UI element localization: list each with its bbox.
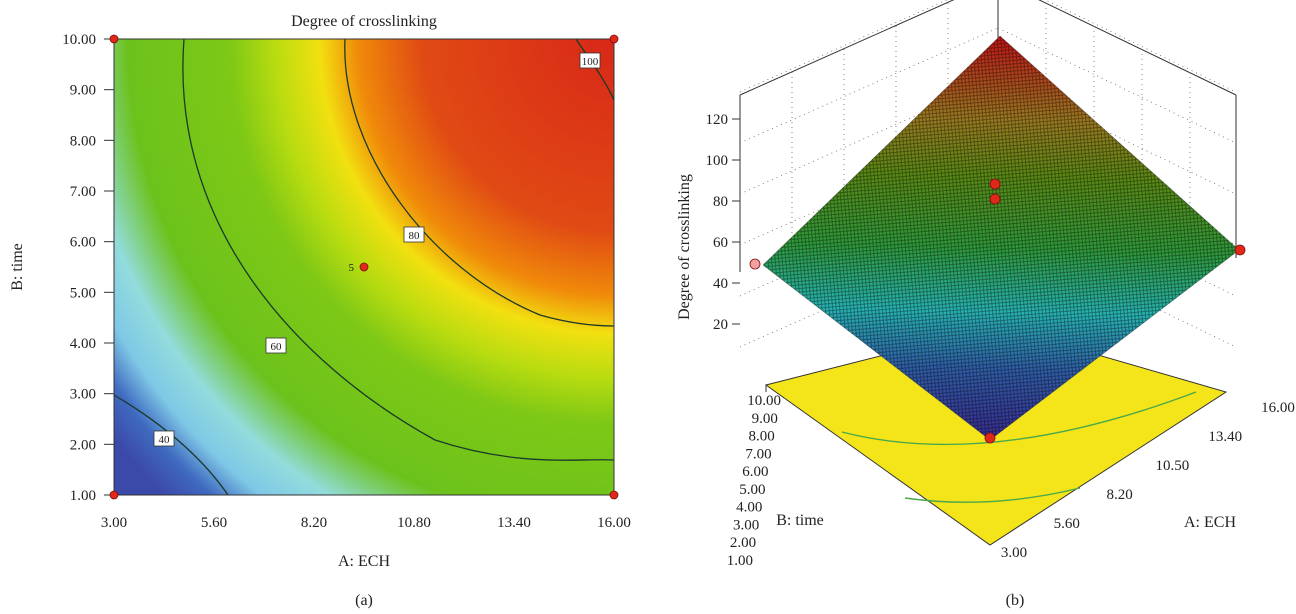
- design-point: [609, 490, 619, 500]
- surface-y-tick-label: 3.00: [733, 517, 759, 533]
- surface-x-tick-label: 5.60: [1054, 516, 1080, 532]
- surface-x-tick-label: 3.00: [1001, 545, 1027, 561]
- surface-design-point: [749, 258, 761, 270]
- y-tick-label: 1.00: [70, 488, 96, 504]
- contour-frame: [113, 38, 615, 496]
- panel-label-a: (a): [355, 592, 373, 609]
- surface-x-tick-label: 8.20: [1106, 487, 1132, 503]
- y-tick-label: 5.00: [70, 285, 96, 301]
- panel-label-b: (b): [1006, 592, 1025, 609]
- contour-label: 80: [403, 226, 425, 243]
- svg-text:80: 80: [409, 230, 421, 242]
- x-tick-label: 8.20: [301, 515, 327, 531]
- contour-lines: [114, 39, 614, 495]
- surface-design-points: [749, 178, 1246, 444]
- z-tick-label: 60: [713, 235, 728, 251]
- z-tick-label: 40: [713, 276, 728, 292]
- contour-title: Degree of crosslinking: [291, 13, 437, 30]
- y-tick-label: 8.00: [70, 133, 96, 149]
- y-tick-label: 6.00: [70, 235, 96, 251]
- z-tick-label: 120: [706, 112, 729, 128]
- contour-line: [114, 394, 229, 495]
- surface-y-tick-label: 8.00: [749, 429, 775, 445]
- surface-xlabel: A: ECH: [1184, 514, 1236, 531]
- surface-design-point: [989, 193, 1001, 205]
- surface-zlabel: Degree of crosslinking: [676, 174, 693, 320]
- surface-x-tick-label: 10.50: [1156, 458, 1190, 474]
- design-point: [609, 34, 619, 44]
- contour-label: 100: [579, 52, 601, 69]
- svg-text:100: 100: [582, 56, 599, 68]
- surface-design-point: [1234, 244, 1246, 256]
- contour-ylabel: B: time: [9, 243, 26, 291]
- design-point: [109, 34, 119, 44]
- surface-z-ticks: 20 40 60 80 100 120: [706, 112, 740, 333]
- surface-y-tick-label: 6.00: [742, 464, 768, 480]
- surface-y-ticks: 1.00 2.00 3.004.00 5.00 6.00 7.008.00 9.00 10.0…: [727, 393, 781, 569]
- surface-y-tick-label: 4.00: [736, 500, 762, 516]
- contour-line: [182, 39, 614, 461]
- contour-label: 60: [265, 337, 287, 354]
- x-tick-label: 5.60: [201, 515, 227, 531]
- contour-design-points: 5: [109, 34, 619, 500]
- contour-xlabel: A: ECH: [338, 553, 390, 570]
- x-tick-label: 3.00: [101, 515, 127, 531]
- z-tick-label: 80: [713, 194, 728, 210]
- z-tick-label: 20: [713, 317, 728, 333]
- y-tick-label: 7.00: [70, 184, 96, 200]
- contour-panel: Degree of crosslinking 40 60 80 100 3.00 5.6…: [9, 13, 631, 609]
- surface-y-tick-label: 7.00: [745, 446, 771, 462]
- y-tick-label: 3.00: [70, 387, 96, 403]
- design-point: [359, 262, 369, 272]
- floor-contour-1: [841, 391, 1197, 446]
- contour-label: 40: [153, 430, 175, 447]
- surface-y-tick-label: 2.00: [730, 535, 756, 551]
- contour-line: [344, 39, 614, 327]
- design-point: [109, 490, 119, 500]
- x-tick-label: 10.80: [397, 515, 431, 531]
- surface-x-tick-label: 13.40: [1208, 429, 1242, 445]
- y-tick-label: 2.00: [70, 437, 96, 453]
- contour-labels: 40 60 80 100: [153, 52, 601, 447]
- contour-y-ticks: 1.00 2.00 3.00 4.00 5.00 6.00 7.00 8.00 9.00 10.0…: [62, 32, 114, 504]
- y-tick-label: 9.00: [70, 83, 96, 99]
- surface-y-tick-label: 5.00: [739, 482, 765, 498]
- svg-text:40: 40: [159, 434, 171, 446]
- y-tick-label: 10.00: [62, 32, 96, 48]
- x-tick-label: 13.40: [497, 515, 531, 531]
- surface-ylabel: B: time: [776, 512, 824, 529]
- center-point-label: 5: [349, 262, 355, 274]
- z-tick-label: 100: [706, 153, 729, 169]
- surface-y-tick-label: 10.00: [747, 393, 781, 409]
- surface-design-point: [984, 432, 996, 444]
- y-tick-label: 4.00: [70, 336, 96, 352]
- contour-line: [575, 39, 614, 101]
- surface-y-tick-label: 1.00: [727, 553, 753, 569]
- surface-y-tick-label: 9.00: [752, 411, 778, 427]
- surface-design-point: [989, 178, 1001, 190]
- surface-x-ticks: 3.00 5.60 8.20 10.50 13.40 16.00: [1001, 400, 1295, 561]
- surface-x-tick-label: 16.00: [1261, 400, 1295, 416]
- svg-text:60: 60: [271, 341, 283, 353]
- contour-x-ticks: 3.00 5.60 8.20 10.80 13.40 16.00: [101, 515, 631, 531]
- floor-contour-2: [904, 487, 1081, 503]
- x-tick-label: 16.00: [597, 515, 631, 531]
